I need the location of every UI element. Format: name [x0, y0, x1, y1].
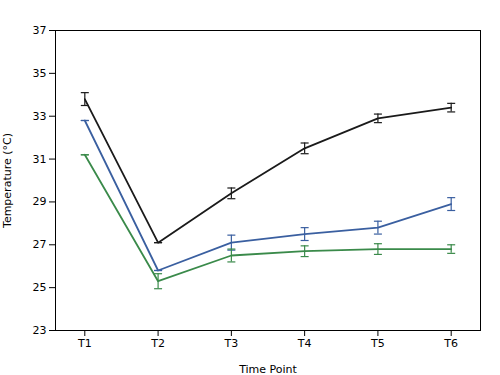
svg-text:T3: T3: [224, 337, 239, 350]
svg-text:T6: T6: [443, 337, 458, 350]
svg-text:35: 35: [33, 67, 47, 80]
svg-text:T4: T4: [297, 337, 312, 350]
svg-text:27: 27: [33, 238, 47, 251]
svg-text:23: 23: [33, 324, 47, 337]
svg-text:29: 29: [33, 195, 47, 208]
svg-text:Temperature (°C): Temperature (°C): [1, 133, 14, 229]
svg-text:25: 25: [33, 281, 47, 294]
svg-text:T5: T5: [370, 337, 385, 350]
svg-text:Time Point: Time Point: [238, 363, 297, 375]
svg-text:T2: T2: [150, 337, 165, 350]
svg-text:33: 33: [33, 110, 47, 123]
svg-text:31: 31: [33, 153, 47, 166]
svg-text:37: 37: [33, 24, 47, 37]
svg-text:T1: T1: [77, 337, 92, 350]
